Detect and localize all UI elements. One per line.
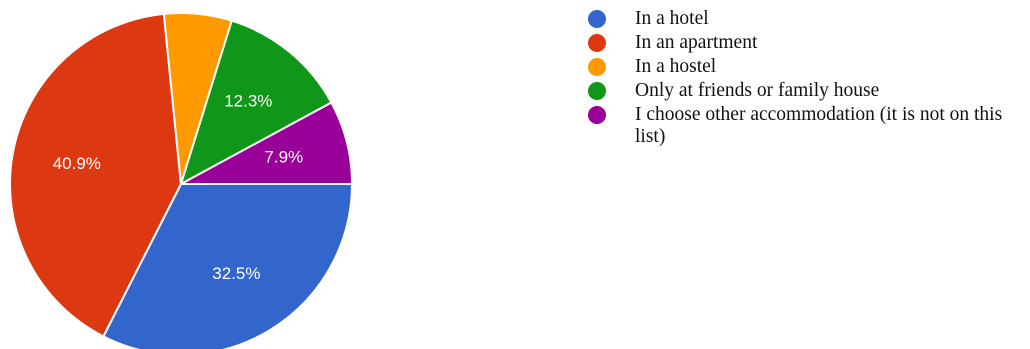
legend-swatch-apartment — [588, 34, 606, 52]
legend-label-hostel: In a hostel — [635, 56, 717, 77]
pie-slice-apartment — [9, 12, 183, 338]
legend-item-other: I choose other accommodation (it is not … — [580, 104, 1020, 148]
legend-item-hostel: In a hostel — [580, 56, 1020, 78]
pie-slice-other — [180, 101, 354, 185]
pie-chart: 32.5% 40.9% 12.3% 7.9% — [9, 12, 354, 349]
legend-swatch-friends-family — [588, 82, 606, 100]
legend: In a hotel In an apartment In a hostel O… — [580, 8, 1020, 150]
legend-label-other: I choose other accommodation (it is not … — [635, 104, 1003, 147]
legend-item-friends-family: Only at friends or family house — [580, 80, 1020, 102]
legend-label-friends-family: Only at friends or family house — [635, 80, 880, 101]
legend-swatch-other — [588, 106, 606, 124]
legend-item-hotel: In a hotel — [580, 8, 1020, 30]
pie-slice-hotel — [102, 183, 354, 349]
slice-label-apartment: 40.9% — [53, 154, 101, 173]
legend-swatch-hotel — [588, 10, 606, 28]
legend-label-hotel: In a hotel — [635, 8, 709, 29]
legend-item-apartment: In an apartment — [580, 32, 1020, 54]
legend-label-apartment: In an apartment — [635, 32, 758, 53]
pie-slice-friends-family — [179, 19, 333, 187]
slice-label-hotel: 32.5% — [212, 264, 260, 283]
legend-swatch-hostel — [588, 58, 606, 76]
slice-label-friends-family: 12.3% — [224, 92, 272, 111]
slice-label-other: 7.9% — [264, 147, 303, 166]
